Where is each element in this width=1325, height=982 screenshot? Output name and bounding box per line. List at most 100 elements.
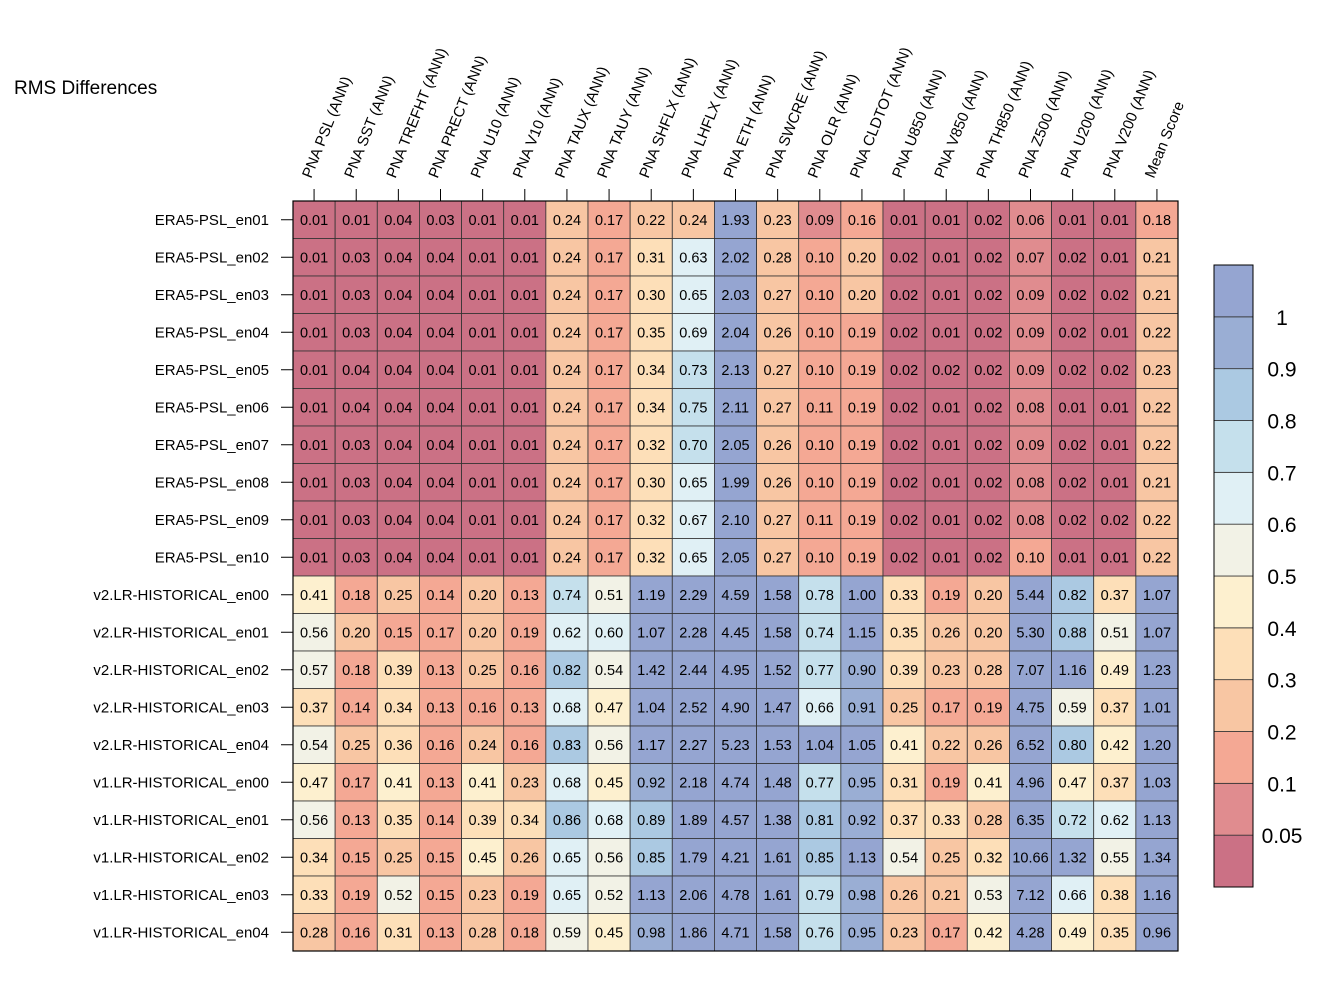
cell-value: 0.24 [553,363,581,379]
heatmap-cell [1135,763,1179,802]
heatmap-cell [461,463,505,502]
heatmap-cell [840,200,884,239]
cell-value: 0.36 [384,738,412,754]
cell-value: 0.02 [974,288,1002,304]
cell-value: 0.16 [511,663,539,679]
cell-value: 0.96 [1143,925,1171,941]
row-label: ERA5-PSL_en02 [155,249,269,266]
colorbar-label: 0.8 [1267,411,1296,434]
colorbar-label: 0.1 [1267,773,1296,796]
cell-value: 0.24 [553,288,581,304]
cell-value: 0.54 [890,850,918,866]
heatmap-cell [334,425,378,464]
cell-value: 2.18 [679,775,707,791]
heatmap-cell [756,763,800,802]
cell-value: 1.58 [764,925,792,941]
cell-value: 0.01 [511,400,539,416]
cell-value: 0.37 [1101,588,1129,604]
cell-value: 0.02 [974,213,1002,229]
cell-value: 0.19 [974,700,1002,716]
colorbar-label: 0.05 [1262,825,1303,848]
heatmap-cell [419,538,462,577]
cell-value: 0.19 [848,400,876,416]
cell-value: 0.01 [1101,325,1129,341]
heatmap-cell [756,913,800,952]
cell-value: 0.02 [1059,475,1087,491]
cell-value: 0.80 [1059,738,1087,754]
heatmap-cell [798,350,842,389]
heatmap-cell [1135,913,1179,952]
cell-value: 0.23 [764,213,792,229]
heatmap-cell [714,238,757,277]
cell-value: 0.01 [1101,213,1129,229]
cell-value: 0.34 [637,400,665,416]
cell-value: 0.20 [469,625,497,641]
cell-value: 1.07 [1143,588,1171,604]
heatmap-cell [587,388,631,427]
heatmap-cell [629,200,673,239]
cell-value: 0.02 [1059,288,1087,304]
heatmap-cell [798,913,842,952]
heatmap-cell [840,350,884,389]
heatmap-cell [334,913,378,952]
cell-value: 0.17 [932,700,960,716]
cell-value: 0.59 [1059,700,1087,716]
cell-value: 1.16 [1059,663,1087,679]
heatmap-cell [1135,800,1179,839]
cell-value: 0.02 [974,250,1002,266]
heatmap-cell [882,650,926,689]
cell-value: 0.24 [553,213,581,229]
cell-value: 1.86 [679,925,707,941]
cell-value: 0.30 [637,288,665,304]
heatmap-cell [671,688,715,727]
cell-value: 0.25 [469,663,497,679]
cell-value: 0.06 [1016,213,1044,229]
heatmap-cell [714,463,757,502]
cell-value: 0.01 [300,550,328,566]
cell-value: 0.37 [1101,775,1129,791]
cell-value: 0.04 [426,400,454,416]
heatmap-cell [587,763,631,802]
cell-value: 1.48 [764,775,792,791]
cell-value: 0.13 [426,700,454,716]
cell-value: 0.01 [932,475,960,491]
colorbar-bin [1213,782,1254,836]
cell-value: 0.77 [806,663,834,679]
cell-value: 0.39 [384,663,412,679]
cell-value: 0.02 [890,363,918,379]
cell-value: 0.68 [553,700,581,716]
chart-title: RMS Differences [14,78,158,99]
cell-value: 0.34 [384,700,412,716]
cell-value: 0.01 [890,213,918,229]
cell-value: 0.41 [469,775,497,791]
heatmap-cell [882,838,926,877]
cell-value: 0.02 [890,400,918,416]
cell-value: 0.65 [679,475,707,491]
heatmap-cell [798,613,842,652]
cell-value: 0.59 [553,925,581,941]
heatmap-cell [840,313,884,352]
cell-value: 0.34 [637,363,665,379]
cell-value: 0.17 [426,625,454,641]
cell-value: 0.25 [890,700,918,716]
cell-value: 0.02 [1059,250,1087,266]
cell-value: 0.09 [1016,438,1044,454]
heatmap-cell [756,313,800,352]
cell-value: 0.01 [469,400,497,416]
cell-value: 0.32 [974,850,1002,866]
cell-value: 4.95 [721,663,749,679]
cell-value: 0.02 [890,325,918,341]
heatmap-cell [882,500,926,539]
cell-value: 0.04 [384,288,412,304]
cell-value: 0.02 [890,438,918,454]
cell-value: 0.32 [637,513,665,529]
row-label: ERA5-PSL_en10 [155,549,269,566]
heatmap-cell [419,725,462,764]
heatmap-cell [1051,388,1095,427]
cell-value: 0.01 [1101,475,1129,491]
heatmap-cell [1093,425,1137,464]
cell-value: 0.09 [1016,288,1044,304]
cell-value: 0.25 [384,588,412,604]
heatmap-cell [1135,875,1179,914]
heatmap-cell [419,425,462,464]
